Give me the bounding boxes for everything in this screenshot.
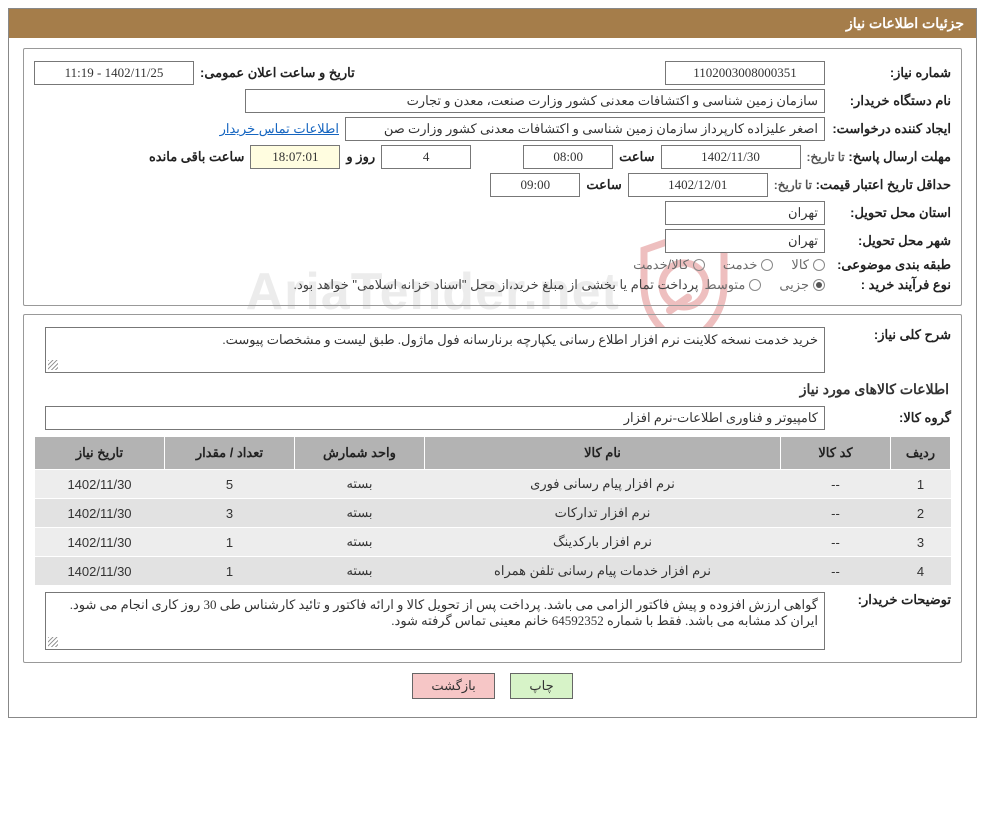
table-row: 3--نرم افزار بارکدینگبسته11402/11/30 — [35, 528, 951, 557]
field-response-date: 1402/11/30 — [661, 145, 801, 169]
field-buyer-notes: گواهی ارزش افزوده و پیش فاکتور الزامی می… — [45, 592, 825, 650]
radio-partial: جزیی — [779, 277, 809, 293]
label-buyer-notes: توضیحات خریدار: — [831, 592, 951, 608]
label-requester: ایجاد کننده درخواست: — [831, 121, 951, 137]
label-hour-1: ساعت — [619, 149, 654, 165]
field-hours-remaining: 18:07:01 — [250, 145, 340, 169]
radio-goods-service: کالا/خدمت — [633, 257, 689, 273]
field-requester: اصغر علیزاده کارپرداز سازمان زمین شناسی … — [345, 117, 825, 141]
back-button[interactable]: بازگشت — [412, 673, 494, 699]
goods-info-header: اطلاعات کالاهای مورد نیاز — [36, 381, 949, 398]
table-row: 1--نرم افزار پیام رسانی فوریبسته51402/11… — [35, 470, 951, 499]
goods-table: ردیف کد کالا نام کالا واحد شمارش تعداد /… — [34, 436, 951, 586]
field-delivery-province: تهران — [665, 201, 825, 225]
buy-type-note: پرداخت تمام یا بخشی از مبلغ خرید،از محل … — [293, 277, 698, 293]
radio-goods: کالا — [791, 257, 809, 273]
th-qty: تعداد / مقدار — [165, 437, 295, 470]
label-need-no: شماره نیاز: — [831, 65, 951, 81]
category-radios: کالا خدمت کالا/خدمت — [633, 257, 825, 273]
field-buyer: سازمان زمین شناسی و اکتشافات معدنی کشور … — [245, 89, 825, 113]
buyer-contact-link[interactable]: اطلاعات تماس خریدار — [220, 121, 339, 137]
field-goods-group: کامپیوتر و فناوری اطلاعات-نرم افزار — [45, 406, 825, 430]
table-row: 4--نرم افزار خدمات پیام رسانی تلفن همراه… — [35, 557, 951, 586]
field-general-desc: خرید خدمت نسخه کلاینت نرم افزار اطلاع رس… — [45, 327, 825, 373]
th-name: نام کالا — [425, 437, 781, 470]
label-goods-group: گروه کالا: — [831, 410, 951, 426]
radio-medium: متوسط — [704, 277, 745, 293]
radio-service: خدمت — [723, 257, 758, 273]
label-days-and: روز و — [346, 149, 375, 165]
field-delivery-city: تهران — [665, 229, 825, 253]
label-hour-2: ساعت — [586, 177, 621, 193]
field-announce-datetime: 1402/11/25 - 11:19 — [34, 61, 194, 85]
th-row: ردیف — [891, 437, 951, 470]
print-button[interactable]: چاپ — [510, 673, 572, 699]
page-title-bar: جزئیات اطلاعات نیاز — [9, 9, 976, 38]
label-buy-type: نوع فرآیند خرید : — [831, 277, 951, 293]
label-delivery-province: استان محل تحویل: — [831, 205, 951, 221]
label-general-desc: شرح کلی نیاز: — [831, 327, 951, 343]
field-days-remaining: 4 — [381, 145, 471, 169]
field-need-no: 1102003008000351 — [665, 61, 825, 85]
field-price-date: 1402/12/01 — [628, 173, 768, 197]
field-price-time: 09:00 — [490, 173, 580, 197]
label-price-validity: حداقل تاریخ اعتبار قیمت: تا تاریخ: — [774, 177, 951, 193]
buy-type-radios: جزیی متوسط — [704, 277, 825, 293]
label-remaining: ساعت باقی مانده — [149, 149, 244, 165]
th-unit: واحد شمارش — [295, 437, 425, 470]
th-code: کد کالا — [781, 437, 891, 470]
label-category: طبقه بندی موضوعی: — [831, 257, 951, 273]
table-row: 2--نرم افزار تدارکاتبسته31402/11/30 — [35, 499, 951, 528]
label-buyer: نام دستگاه خریدار: — [831, 93, 951, 109]
field-response-time: 08:00 — [523, 145, 613, 169]
th-date: تاریخ نیاز — [35, 437, 165, 470]
label-announce-datetime: تاریخ و ساعت اعلان عمومی: — [200, 65, 355, 81]
label-response-deadline: مهلت ارسال پاسخ: تا تاریخ: — [807, 149, 951, 165]
label-delivery-city: شهر محل تحویل: — [831, 233, 951, 249]
